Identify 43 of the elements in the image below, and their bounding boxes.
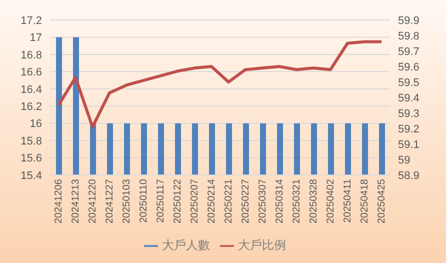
y2-tick-label: 59.5 [398, 76, 420, 89]
y-tick-label: 16.4 [20, 84, 42, 96]
x-tick-label: 20250402 [326, 178, 337, 224]
x-tick-label: 20250117 [156, 178, 167, 223]
x-tick-label: 20250207 [190, 178, 201, 224]
y-tick-label: 15.6 [20, 152, 42, 165]
y2-tick-label: 59.4 [398, 92, 420, 104]
y2-tick-label: 59.3 [398, 108, 420, 120]
y-tick-label: 16.6 [20, 66, 42, 79]
y-tick-label: 16.2 [20, 101, 42, 114]
x-tick-label: 20250411 [342, 178, 354, 223]
y-tick-label: 15.8 [20, 135, 42, 148]
y2-tick-label: 59.1 [398, 138, 420, 151]
x-tick-label: 20241213 [70, 178, 82, 224]
y2-tick-label: 58.9 [398, 170, 420, 182]
x-tick-label: 20250110 [138, 178, 150, 223]
legend-label: 大戶人數 [162, 238, 210, 252]
x-tick-label: 20250214 [206, 178, 218, 224]
y-tick-label: 16 [30, 118, 42, 130]
y-tick-label: 15.4 [20, 170, 42, 182]
x-tick-label: 20250425 [376, 178, 388, 224]
y2-tick-label: 59.9 [398, 14, 420, 27]
x-tick-label: 20250122 [172, 178, 184, 224]
x-tick-label: 20241206 [54, 178, 65, 224]
x-tick-label: 20250227 [240, 178, 252, 224]
x-tick-label: 20250328 [308, 178, 320, 224]
x-tick-label: 20250314 [274, 178, 286, 224]
legend-label: 大戶比例 [238, 238, 286, 252]
y-tick-label: 17.2 [20, 14, 42, 27]
y-tick-label: 16.8 [20, 49, 42, 62]
x-tick-label: 20250307 [258, 178, 269, 224]
y2-tick-label: 59.7 [398, 46, 420, 58]
x-tick-label: 20241220 [88, 178, 99, 224]
y2-tick-label: 59.2 [398, 123, 420, 136]
y2-tick-label: 59 [398, 154, 410, 166]
x-tick-label: 20250103 [122, 178, 133, 224]
x-tick-label: 20250418 [360, 178, 371, 224]
x-tick-label: 20250321 [292, 178, 303, 224]
x-tick-label: 20241227 [104, 178, 116, 224]
y-tick-label: 17 [30, 32, 42, 44]
y2-tick-label: 59.6 [398, 61, 420, 74]
x-tick-label: 20250221 [224, 178, 235, 224]
y2-tick-label: 59.8 [398, 30, 420, 42]
